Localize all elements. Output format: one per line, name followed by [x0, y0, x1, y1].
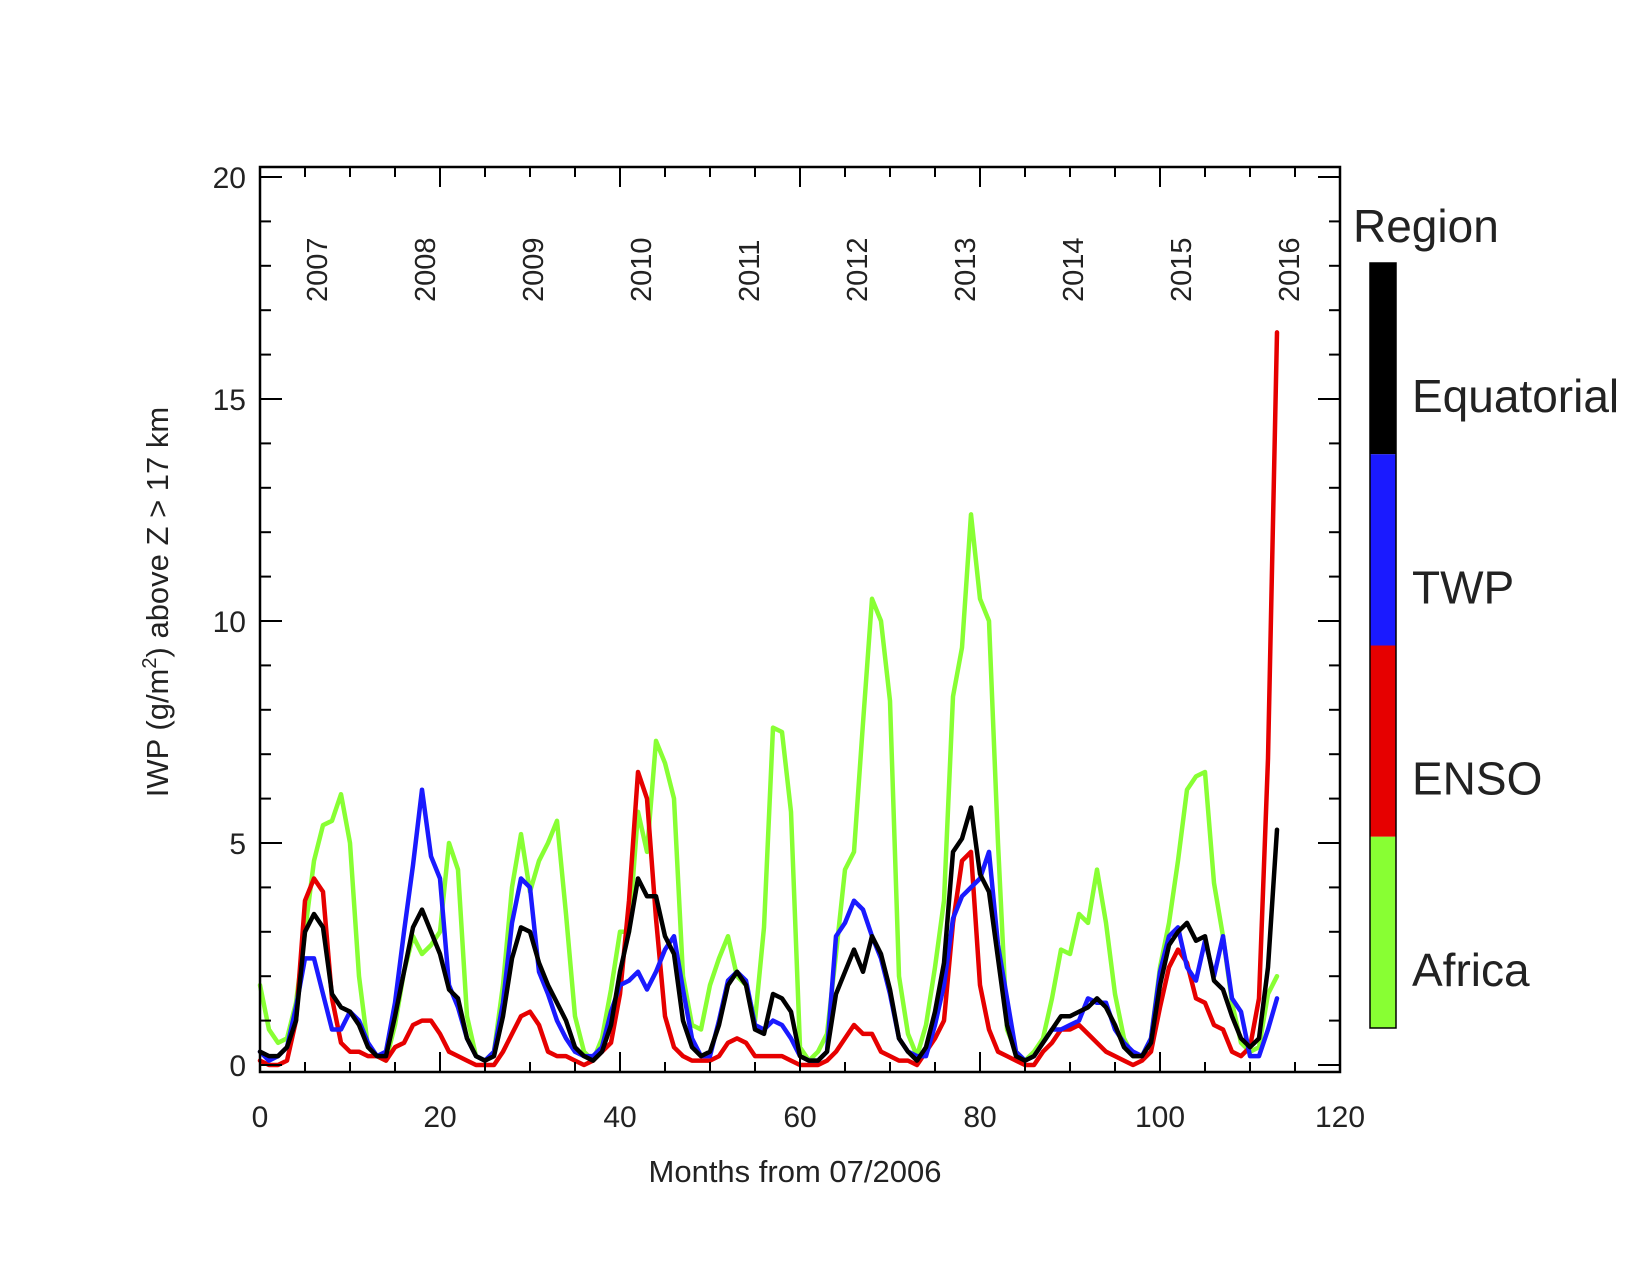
- year-label: 2007: [302, 237, 334, 302]
- series-line-equatorial: [257, 805, 1280, 1063]
- y-tick-label: 20: [213, 162, 246, 195]
- y-tick-label: 15: [213, 384, 246, 417]
- legend-label-enso: ENSO: [1412, 753, 1542, 805]
- year-label: 2016: [1274, 237, 1306, 302]
- year-label: 2013: [950, 237, 982, 302]
- axes: 0 20 40 60 80 100 120 0 5 10 15 20: [213, 162, 1365, 1134]
- legend-swatch-twp: [1370, 454, 1396, 646]
- x-tick-label: 120: [1315, 1101, 1365, 1134]
- x-tick-label: 100: [1135, 1101, 1185, 1134]
- y-tick-label: 10: [213, 606, 246, 639]
- y-tick-label: 0: [229, 1050, 246, 1083]
- year-label: 2012: [842, 237, 874, 302]
- year-label: 2010: [626, 237, 658, 302]
- x-tick-label: 80: [963, 1101, 996, 1134]
- year-label: 2011: [734, 240, 766, 302]
- legend-bar-frame: [1369, 262, 1397, 1029]
- year-labels: 2007 2008 2009 2010 2011 2012 2013 2014 2015 2016: [302, 237, 1306, 302]
- x-tick-label: 60: [783, 1101, 816, 1134]
- year-label: 2008: [410, 237, 442, 302]
- year-label: 2015: [1166, 237, 1198, 302]
- year-label: 2014: [1058, 237, 1090, 302]
- x-axis-label: Months from 07/2006: [649, 1154, 942, 1189]
- legend-title: Region: [1353, 200, 1499, 252]
- legend-label-twp: TWP: [1412, 561, 1514, 613]
- y-axis-label: IWP (g/m2) above Z > 17 km: [139, 407, 175, 797]
- x-tick-label: 0: [252, 1101, 269, 1134]
- series-layer: [257, 330, 1280, 1068]
- y-axis-label-suffix: ) above Z > 17 km: [140, 407, 175, 658]
- legend-label-equatorial: Equatorial: [1412, 370, 1619, 422]
- y-axis-label-sup: 2: [139, 657, 161, 668]
- legend-swatch-equatorial: [1370, 263, 1396, 455]
- x-tick-label: 20: [423, 1101, 456, 1134]
- y-axis-label-prefix: IWP (g/m: [140, 669, 175, 798]
- year-label: 2009: [518, 237, 550, 302]
- legend: Region Equatorial TWP ENSO Africa: [1353, 200, 1619, 1029]
- series-line-africa: [257, 512, 1280, 1063]
- x-tick-label: 40: [603, 1101, 636, 1134]
- legend-swatch-enso: [1370, 645, 1396, 837]
- y-tick-label: 5: [229, 828, 246, 861]
- legend-swatch-africa: [1370, 836, 1396, 1028]
- series-line-enso: [257, 330, 1280, 1068]
- legend-label-africa: Africa: [1412, 944, 1530, 996]
